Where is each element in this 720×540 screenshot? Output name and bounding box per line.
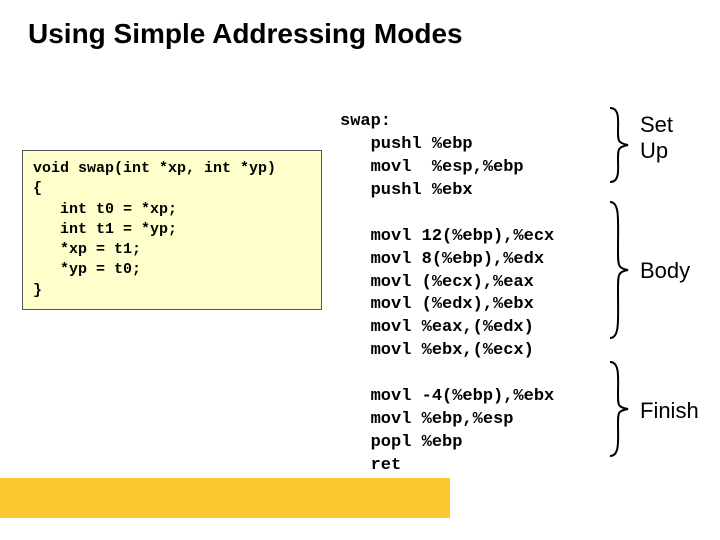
assembly-listing: swap: pushl %ebp movl %esp,%ebp pushl %e… [340, 88, 554, 478]
asm-label: swap: [340, 112, 391, 131]
c-source-code: void swap(int *xp, int *yp) { int t0 = *… [22, 150, 322, 310]
brace-body [608, 200, 632, 340]
label-setup: Set Up [640, 112, 673, 164]
brace-setup [608, 106, 632, 184]
brace-finish [608, 360, 632, 458]
asm-setup: pushl %ebp movl %esp,%ebp pushl %ebx [340, 135, 524, 200]
asm-body: movl 12(%ebp),%ecx movl 8(%ebp),%edx mov… [340, 227, 554, 361]
label-finish: Finish [640, 398, 699, 424]
page-title: Using Simple Addressing Modes [0, 0, 720, 50]
asm-finish: movl -4(%ebp),%ebx movl %ebp,%esp popl %… [340, 387, 554, 475]
label-body: Body [640, 258, 690, 284]
footer-accent-bar [0, 478, 450, 518]
